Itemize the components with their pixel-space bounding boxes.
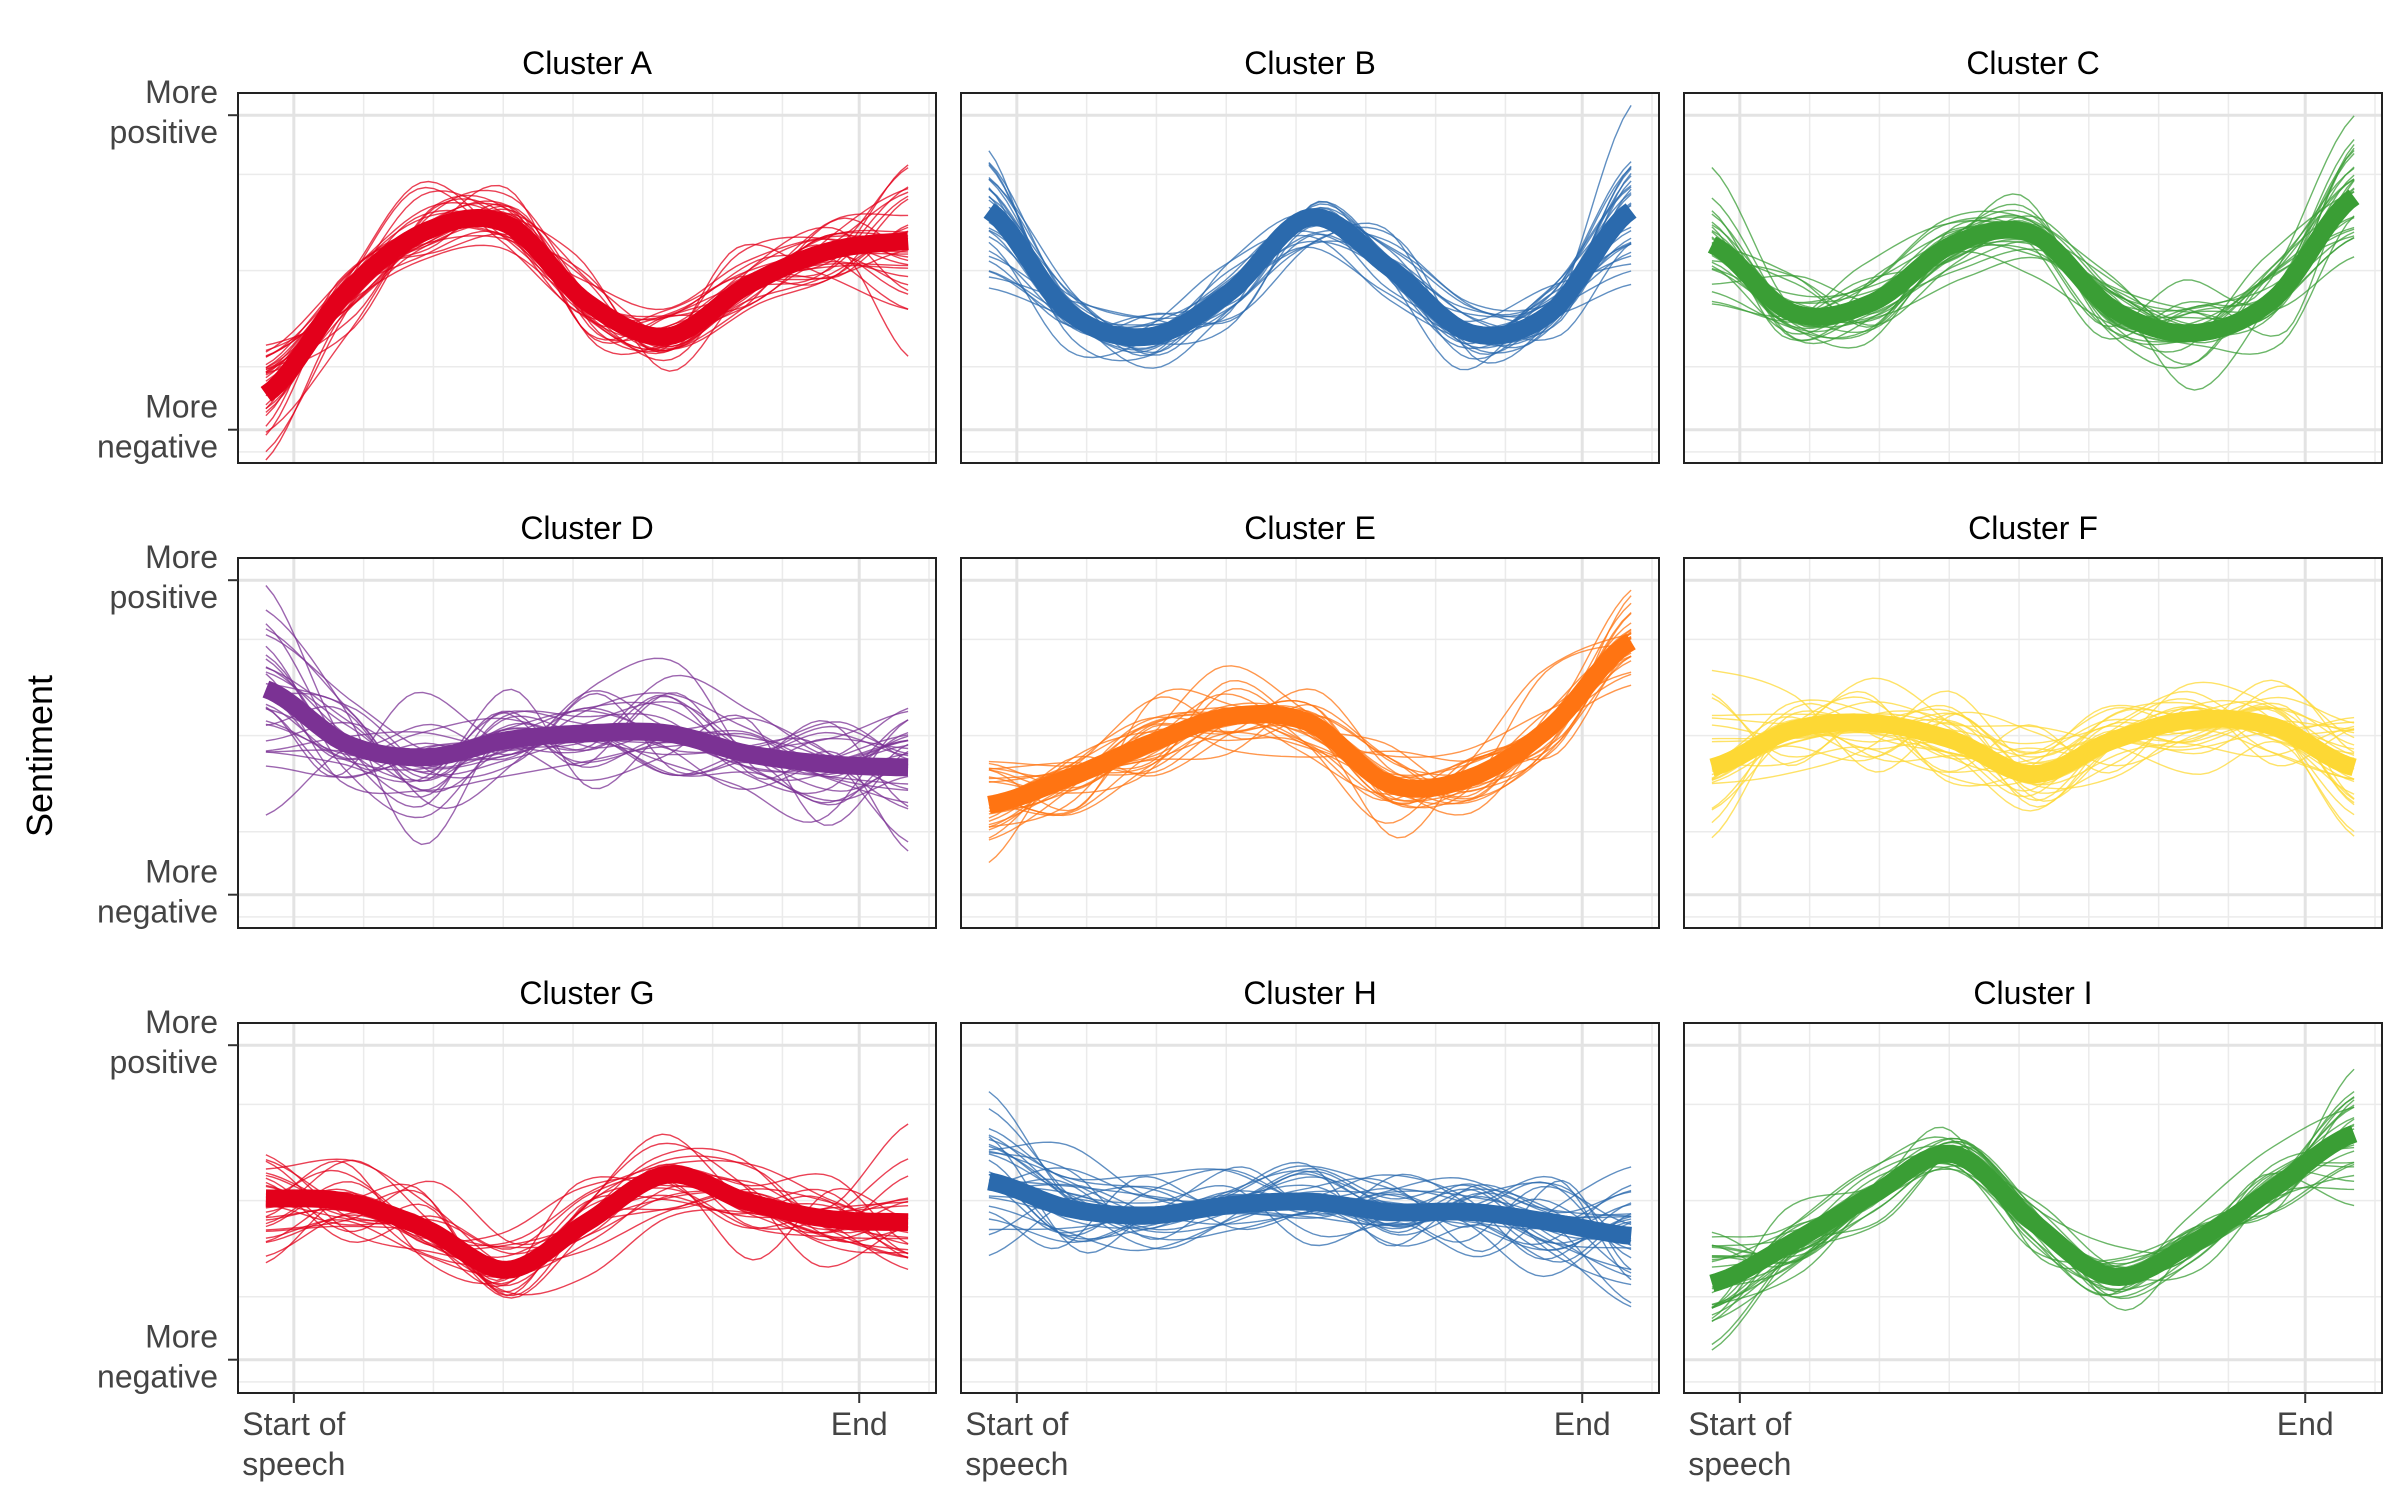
panel-border	[1683, 92, 2383, 464]
mean-line	[1708, 709, 2358, 784]
member-line	[988, 1175, 1632, 1251]
member-line	[265, 1154, 909, 1267]
panel-title: Cluster F	[1968, 510, 2098, 546]
x-tick-label: speech	[1688, 1446, 1791, 1482]
member-line	[265, 203, 909, 379]
panel-title: Cluster G	[519, 975, 654, 1011]
member-line	[988, 1179, 1632, 1271]
member-line	[1711, 677, 2355, 790]
y-tick-label: negative	[97, 1359, 218, 1395]
y-tick-label: positive	[110, 579, 219, 615]
member-line	[988, 1153, 1632, 1249]
panel-border	[1683, 557, 2383, 929]
y-tick-label: More	[145, 1004, 218, 1040]
x-tick-label: Start of	[242, 1406, 345, 1442]
member-line	[988, 1138, 1632, 1245]
member-line	[1711, 180, 2355, 337]
y-tick-label: More	[145, 74, 218, 110]
panel-cluster-f: Cluster F	[1683, 510, 2383, 929]
panel-cluster-i: Cluster I Start of speech End	[1683, 975, 2383, 1482]
panel-border	[237, 557, 937, 929]
mean-line	[260, 209, 912, 402]
panel-title: Cluster D	[520, 510, 653, 546]
mean-line	[983, 203, 1637, 347]
panel-border	[237, 1022, 937, 1394]
panel-title: Cluster B	[1244, 45, 1376, 81]
x-tick-label: speech	[242, 1446, 345, 1482]
x-tick-label: End	[2277, 1406, 2334, 1442]
member-line	[988, 1141, 1632, 1259]
panel-title: Cluster E	[1244, 510, 1376, 546]
panel-cluster-h: Cluster H Start of speech End	[960, 975, 1660, 1482]
member-line	[1711, 707, 2355, 802]
y-tick-label: positive	[110, 114, 219, 150]
member-line	[265, 634, 909, 792]
panel-border	[960, 92, 1660, 464]
member-line	[265, 710, 909, 791]
panel-title: Cluster C	[1966, 45, 2099, 81]
x-tick-label: speech	[965, 1446, 1068, 1482]
panel-cluster-d: Cluster D More positive More negative	[97, 510, 937, 930]
x-tick-label: End	[1554, 1406, 1611, 1442]
member-line	[265, 658, 909, 808]
panel-cluster-b: Cluster B	[960, 45, 1660, 464]
y-tick-label: More	[145, 854, 218, 890]
member-line	[265, 211, 909, 370]
mean-line	[262, 680, 912, 777]
member-line	[1711, 696, 2355, 808]
member-line	[265, 195, 909, 417]
panel-title: Cluster I	[1973, 975, 2092, 1011]
mean-line	[1707, 189, 2360, 343]
panel-border	[960, 557, 1660, 929]
mean-line	[985, 633, 1636, 814]
panel-cluster-c: Cluster C	[1683, 45, 2383, 464]
panel-title: Cluster A	[522, 45, 652, 81]
member-line	[265, 200, 909, 453]
panels-layer: Cluster AMorepositiveMorenegativeCluster…	[97, 45, 2383, 1482]
x-tick-label: Start of	[1688, 1406, 1791, 1442]
y-axis-label: Sentiment	[19, 675, 60, 837]
member-line	[988, 633, 1632, 796]
y-tick-label: More	[145, 1319, 218, 1355]
panel-cluster-g: Cluster G More positive More negative Start o…	[97, 975, 937, 1482]
member-line	[265, 1160, 909, 1264]
member-line	[265, 210, 909, 410]
member-line	[265, 1173, 909, 1250]
member-line	[265, 690, 909, 790]
x-tick-label: Start of	[965, 1406, 1068, 1442]
y-tick-label: More	[145, 389, 218, 425]
panel-cluster-e: Cluster E	[960, 510, 1660, 929]
member-line	[265, 645, 909, 819]
panel-title: Cluster H	[1243, 975, 1376, 1011]
member-line	[988, 1185, 1632, 1304]
member-line	[1711, 202, 2355, 369]
member-line	[1711, 690, 2355, 785]
member-line	[988, 589, 1632, 817]
mean-line	[985, 1172, 1635, 1245]
y-tick-label: negative	[97, 894, 218, 930]
member-line	[988, 1184, 1632, 1234]
panel-border	[237, 92, 937, 464]
y-tick-label: negative	[97, 429, 218, 465]
member-line	[265, 623, 909, 826]
panel-border	[960, 1022, 1660, 1394]
member-line	[1711, 681, 2355, 780]
y-tick-label: More	[145, 539, 218, 575]
mean-line	[1708, 1125, 2358, 1293]
panel-border	[1683, 1022, 2383, 1394]
member-line	[1711, 191, 2355, 353]
x-tick-label: End	[831, 1406, 888, 1442]
member-line	[265, 628, 909, 810]
panel-cluster-a: Cluster A More positive More negative	[97, 45, 937, 465]
y-tick-label: positive	[110, 1044, 219, 1080]
mean-line	[262, 1165, 912, 1279]
